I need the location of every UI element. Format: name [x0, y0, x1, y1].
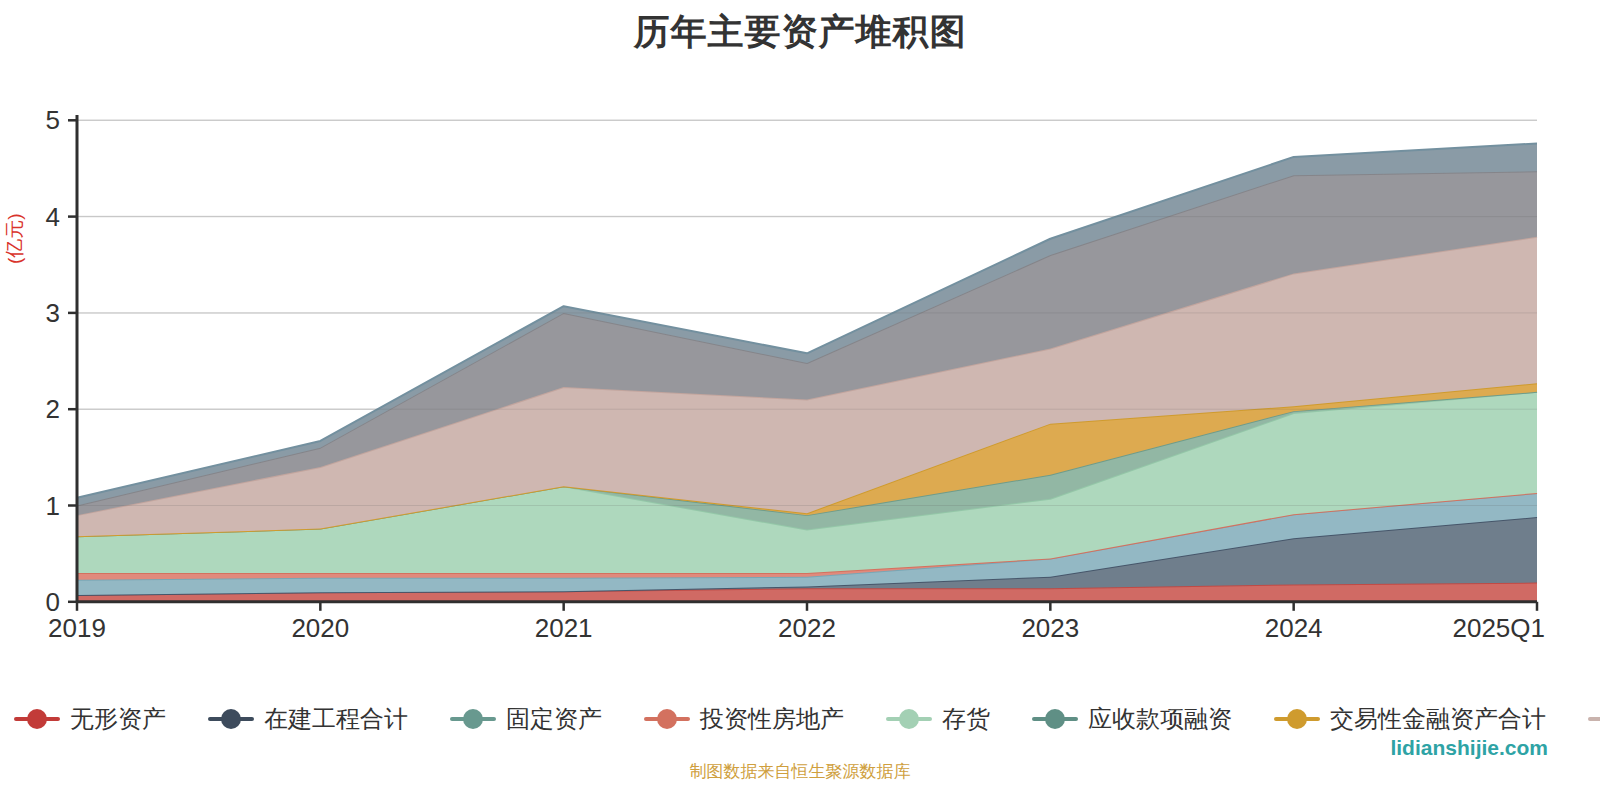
x-tick-label-2022: 2022: [778, 613, 836, 643]
data-source-note: 制图数据来自恒生聚源数据库: [0, 760, 1600, 783]
legend-label: 投资性房地产: [700, 703, 844, 735]
line-circle-marker-icon: [1032, 710, 1078, 728]
x-tick-label-2020: 2020: [291, 613, 349, 643]
legend-item-zaijian-gongcheng[interactable]: 在建工程合计: [208, 703, 408, 735]
x-tick-label-2019: 2019: [48, 613, 106, 643]
legend-item-wuxing-zichan[interactable]: 无形资产: [14, 703, 166, 735]
legend-label: 无形资产: [70, 703, 166, 735]
legend-label: 交易性金融资产合计: [1330, 703, 1546, 735]
x-tick-label-2023: 2023: [1021, 613, 1079, 643]
line-circle-marker-icon: [14, 710, 60, 728]
line-circle-marker-icon: [208, 710, 254, 728]
x-tick-label-2021: 2021: [535, 613, 593, 643]
y-tick-label-1: 1: [46, 491, 60, 521]
legend-label: 应收款项融资: [1088, 703, 1232, 735]
legend-item-jiaoyixing-jinrong[interactable]: 交易性金融资产合计: [1274, 703, 1546, 735]
legend-item-touzixing-fangdichan[interactable]: 投资性房地产: [644, 703, 844, 735]
legend-item-cunhuo[interactable]: 存货: [886, 703, 990, 735]
y-tick-label-4: 4: [46, 202, 60, 232]
line-circle-marker-icon: [1274, 710, 1320, 728]
x-tick-label-2025Q1: 2025Q1: [1452, 613, 1545, 643]
line-circle-marker-icon: [1588, 710, 1600, 728]
y-tick-label-2: 2: [46, 394, 60, 424]
legend-item-clipped[interactable]: [1588, 710, 1600, 728]
y-tick-label-5: 5: [46, 105, 60, 135]
line-circle-marker-icon: [644, 710, 690, 728]
legend: 无形资产 在建工程合计 固定资产 投资性房地产 存货 应收款项融资 交易性金融资…: [14, 696, 1592, 742]
line-circle-marker-icon: [450, 710, 496, 728]
legend-label: 固定资产: [506, 703, 602, 735]
site-watermark: lidianshijie.com: [1390, 736, 1548, 760]
line-circle-marker-icon: [886, 710, 932, 728]
legend-item-yingshou-rongzi[interactable]: 应收款项融资: [1032, 703, 1232, 735]
y-tick-label-3: 3: [46, 298, 60, 328]
legend-item-guding-zichan[interactable]: 固定资产: [450, 703, 602, 735]
legend-label: 在建工程合计: [264, 703, 408, 735]
stacked-area-chart[interactable]: 0123452019202020212022202320242025Q1: [0, 0, 1600, 690]
legend-label: 存货: [942, 703, 990, 735]
x-tick-label-2024: 2024: [1265, 613, 1323, 643]
